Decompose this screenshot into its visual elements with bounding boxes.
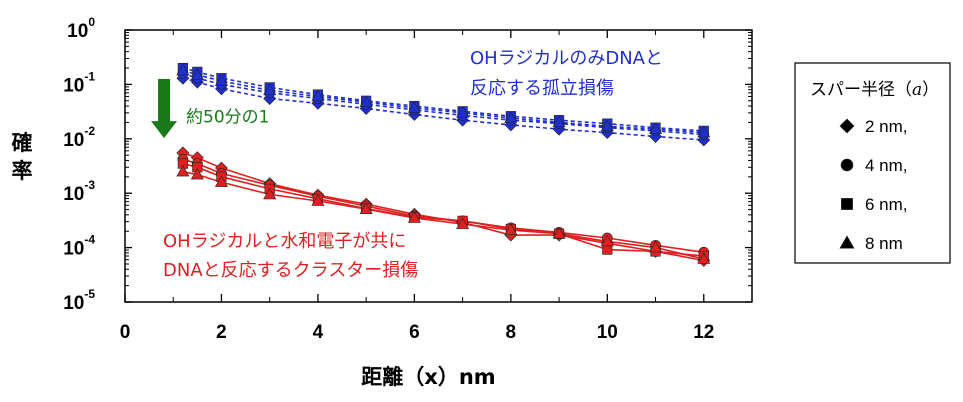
data-point-1-triangle <box>311 194 325 206</box>
data-point-1-triangle <box>697 252 711 264</box>
x-tick-label: 4 <box>313 322 324 343</box>
legend-marker-diamond <box>839 118 855 134</box>
data-point-1-triangle <box>504 223 518 235</box>
x-tick-label: 0 <box>120 322 131 343</box>
legend-label: 2 nm, <box>865 117 908 136</box>
y-tick-label: 10-1 <box>63 69 95 96</box>
legend-box <box>794 62 951 264</box>
y-tick-label: 10-2 <box>63 124 95 151</box>
legend-title: スパー半径（a） <box>810 80 939 100</box>
legend-label: 4 nm, <box>865 156 908 175</box>
data-point-1-triangle <box>359 202 373 214</box>
data-point-0-triangle <box>552 115 566 128</box>
ratio-annotation: 約50分の1 <box>186 107 269 127</box>
data-point-1-triangle <box>456 217 470 229</box>
label-isolated-damage: OHラジカルのみDNAと <box>470 48 663 69</box>
legend-marker-square <box>841 198 853 210</box>
data-point-0-triangle <box>407 101 421 113</box>
data-point-1-triangle <box>263 187 277 200</box>
label-cluster-damage: DNAと反応するクラスター損傷 <box>163 260 418 281</box>
down-arrow-shaft <box>158 78 171 123</box>
data-point-1-square <box>602 244 613 255</box>
axes: 100 10-1 10-2 10-3 10-4 10-5 0 2 4 6 8 10 12 距離（x）nm 確… <box>12 15 753 389</box>
plot-frame <box>124 29 753 303</box>
series-markers <box>176 62 711 267</box>
legend: スパー半径（a） 2 nm, 4 nm, 6 nm, 8 nm <box>794 62 951 264</box>
data-point-0-triangle <box>504 111 518 123</box>
data-point-1-triangle <box>214 175 228 187</box>
data-point-1-triangle <box>552 227 566 239</box>
data-point-1-triangle <box>600 234 614 247</box>
data-point-0-triangle <box>190 68 204 80</box>
data-point-0-triangle <box>697 125 711 138</box>
down-arrow-head <box>151 121 178 139</box>
label-cluster-damage: OHラジカルと水和電子が共に <box>163 231 406 252</box>
data-point-1-triangle <box>190 167 204 180</box>
label-isolated-damage: 反応する孤立損傷 <box>470 78 614 99</box>
y-tick-label: 10-5 <box>63 287 95 314</box>
x-tick-label: 12 <box>693 322 714 343</box>
data-point-0-triangle <box>359 95 373 108</box>
y-tick-label: 10-4 <box>63 233 95 260</box>
legend-label: 8 nm <box>865 234 903 253</box>
data-point-0-triangle <box>311 89 325 102</box>
legend-label: 6 nm, <box>865 195 908 214</box>
legend-marker-circle <box>840 158 854 172</box>
data-point-0-triangle <box>600 119 614 132</box>
data-point-0-triangle <box>176 63 190 76</box>
x-tick-label: 8 <box>506 322 517 343</box>
x-tick-label: 2 <box>216 322 227 343</box>
x-tick-label: 10 <box>597 322 618 343</box>
y-tick-label: 100 <box>67 15 95 42</box>
data-point-1-triangle <box>649 240 663 253</box>
data-point-1-triangle <box>407 211 421 223</box>
data-point-1-triangle <box>176 164 190 177</box>
data-point-0-triangle <box>263 83 277 96</box>
x-axis-title: 距離（x）nm <box>361 365 495 389</box>
data-point-0-triangle <box>214 74 228 86</box>
data-point-0-triangle <box>456 106 470 118</box>
x-tick-label: 6 <box>409 322 420 343</box>
data-point-0-triangle <box>649 122 663 135</box>
y-tick-label: 10-3 <box>63 178 95 205</box>
y-axis-title: 確率 <box>12 131 33 183</box>
legend-marker-triangle <box>839 235 855 249</box>
